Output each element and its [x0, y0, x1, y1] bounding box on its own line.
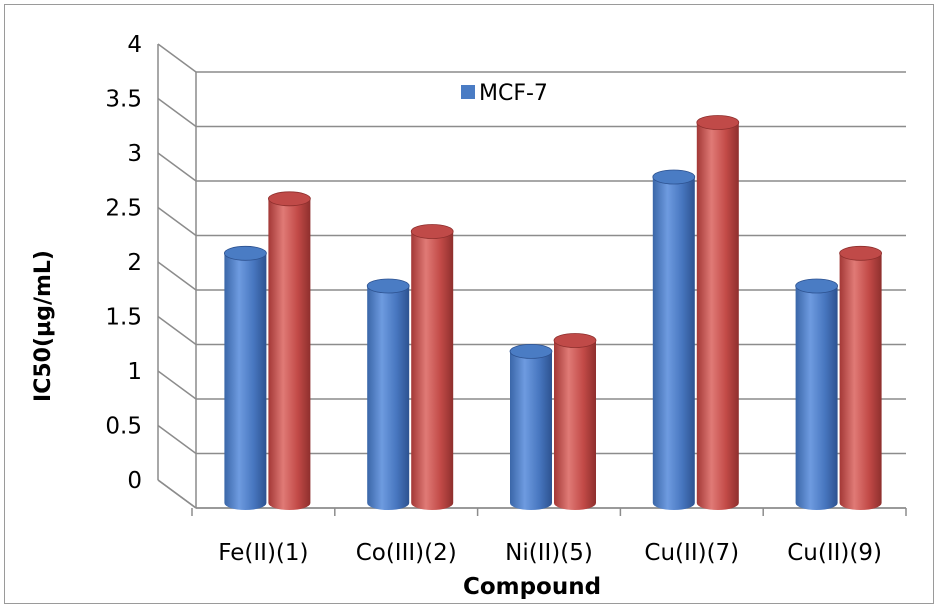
x-tick-label: Fe(II)(1)	[218, 540, 308, 566]
bar-top	[509, 343, 553, 359]
y-tick-label: 1	[127, 359, 142, 385]
gridline-side	[157, 370, 197, 400]
bar	[553, 333, 597, 510]
y-tick-label: 3	[127, 141, 142, 167]
x-axis-label: Compound	[463, 574, 601, 600]
gridline-side	[157, 152, 197, 182]
x-tick-label: Co(III)(2)	[356, 540, 457, 566]
bar	[223, 245, 267, 511]
y-tick-label: 3.5	[105, 87, 142, 113]
bar-body	[411, 231, 454, 511]
bar-top	[795, 278, 838, 294]
bar-top	[410, 224, 454, 239]
y-tick-label: 1.5	[105, 305, 142, 331]
bar	[652, 169, 696, 510]
gridline-side	[157, 206, 197, 237]
y-tick-label: 2	[127, 250, 142, 276]
bar	[509, 343, 553, 510]
gridline-side	[157, 424, 197, 455]
bar-top	[696, 115, 740, 130]
bar	[839, 245, 882, 511]
y-tick-label: 0	[127, 468, 142, 494]
gridline-side	[157, 97, 197, 128]
y-tick-label: 4	[127, 32, 142, 58]
bar	[366, 278, 410, 511]
bar-top	[267, 191, 311, 207]
x-tick-label: Cu(II)(9)	[787, 540, 882, 566]
bar-body	[652, 177, 695, 510]
bar-body	[510, 351, 552, 510]
chart-frame	[4, 4, 934, 604]
legend-swatch-mcf-7	[461, 85, 475, 99]
bar-body	[367, 286, 410, 511]
bar-top	[839, 245, 882, 261]
bar-body	[696, 122, 739, 511]
bar-body	[268, 198, 311, 511]
legend-label-mcf-7: MCF-7	[479, 81, 548, 106]
legend: MCF-7	[461, 81, 548, 106]
bar	[267, 191, 311, 511]
bar	[410, 224, 454, 511]
y-tick-label: 2.5	[105, 196, 142, 222]
floor-edge	[157, 479, 197, 509]
bar-body	[224, 253, 267, 511]
bar-body	[795, 286, 838, 511]
gridline-side	[157, 261, 197, 291]
bar-body	[554, 340, 596, 510]
bar-top	[366, 278, 410, 294]
bar-top	[553, 333, 597, 348]
y-axis-label: IC50(µg/mL)	[31, 250, 56, 402]
gridline-side	[157, 43, 197, 73]
gridline-side	[157, 315, 197, 346]
x-tick-label: Ni(II)(5)	[505, 540, 593, 566]
y-tick-label: 0.5	[105, 414, 142, 440]
bar	[795, 278, 838, 511]
bar	[696, 115, 740, 511]
x-tick-label: Cu(II)(7)	[644, 540, 739, 566]
bar-top	[223, 245, 267, 261]
bar-top	[652, 169, 696, 185]
bar-body	[839, 253, 882, 511]
